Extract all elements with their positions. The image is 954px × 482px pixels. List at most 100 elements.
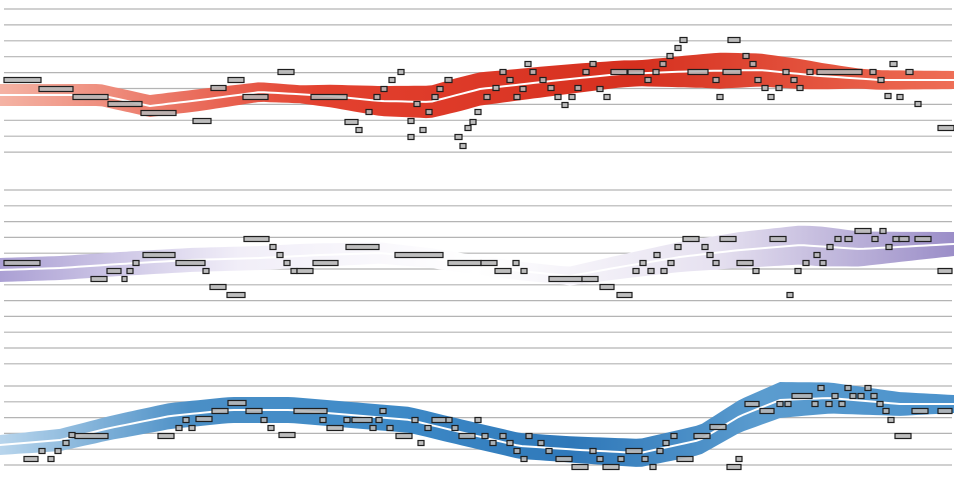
note-block: [375, 416, 383, 424]
note-block: [736, 259, 754, 267]
note-block: [72, 93, 109, 101]
note-block: [506, 76, 514, 84]
note-block: [712, 259, 720, 267]
note-block: [121, 275, 128, 283]
note-block: [74, 432, 109, 440]
note-block: [464, 124, 472, 132]
note-block: [202, 267, 210, 275]
note-block: [659, 60, 667, 68]
pitch-contour-band: [0, 225, 954, 286]
note-block: [676, 455, 694, 463]
note-block: [719, 235, 737, 243]
note-block: [132, 259, 140, 267]
note-block: [512, 259, 520, 267]
note-block: [3, 76, 42, 84]
note-block: [744, 400, 760, 408]
note-block: [245, 407, 263, 415]
note-block: [243, 235, 270, 243]
note-block: [47, 455, 55, 463]
note-block: [602, 463, 620, 471]
note-block: [513, 447, 521, 455]
note-block: [854, 227, 872, 235]
note-block: [407, 133, 415, 141]
red-pitch-panel: [0, 36, 954, 150]
note-block: [365, 108, 373, 116]
note-block: [834, 235, 842, 243]
note-block: [499, 68, 507, 76]
note-block: [749, 60, 757, 68]
note-block: [775, 84, 783, 92]
note-block: [693, 432, 711, 440]
note-block: [459, 142, 467, 150]
note-block: [54, 447, 62, 455]
note-block: [802, 259, 810, 267]
note-block: [345, 243, 380, 251]
note-block: [617, 455, 625, 463]
note-block: [62, 439, 70, 447]
note-block: [140, 109, 177, 117]
note-block: [674, 243, 682, 251]
note-block: [547, 84, 555, 92]
note-block: [310, 93, 348, 101]
note-block: [712, 76, 720, 84]
note-block: [662, 439, 670, 447]
note-block: [319, 416, 327, 424]
note-block: [666, 52, 674, 60]
note-block: [242, 93, 269, 101]
note-block: [706, 251, 714, 259]
note-block: [660, 267, 668, 275]
note-block: [344, 118, 359, 126]
note-block: [445, 416, 453, 424]
note-block: [447, 259, 482, 267]
note-block: [107, 100, 143, 108]
note-block: [813, 251, 821, 259]
blue-pitch-panel: [0, 382, 954, 471]
note-block: [752, 267, 760, 275]
note-block: [596, 455, 604, 463]
note-block: [898, 235, 910, 243]
note-block: [786, 291, 794, 299]
note-block: [209, 283, 227, 291]
note-block: [857, 392, 865, 400]
note-block: [492, 84, 500, 92]
note-block: [182, 416, 190, 424]
note-block: [716, 93, 724, 101]
note-block: [548, 275, 583, 283]
note-block: [679, 36, 688, 44]
note-block: [767, 93, 775, 101]
note-block: [555, 455, 573, 463]
note-block: [407, 117, 415, 125]
note-block: [417, 439, 425, 447]
note-block: [782, 68, 790, 76]
note-block: [561, 101, 569, 109]
note-block: [520, 267, 528, 275]
note-block: [397, 68, 405, 76]
note-block: [649, 463, 657, 471]
note-block: [811, 400, 819, 408]
note-block: [864, 384, 872, 392]
note-block: [469, 118, 477, 126]
note-block: [537, 439, 545, 447]
note-block: [23, 455, 39, 463]
note-block: [656, 447, 664, 455]
note-block: [211, 407, 229, 415]
note-block: [885, 243, 893, 251]
note-block: [838, 400, 846, 408]
note-block: [278, 431, 296, 439]
note-block: [283, 259, 291, 267]
note-block: [38, 85, 74, 93]
note-block: [831, 392, 839, 400]
note-block: [296, 267, 314, 275]
note-block: [413, 100, 421, 108]
note-block: [424, 424, 432, 432]
note-block: [388, 76, 396, 84]
note-block: [599, 283, 615, 291]
note-block: [794, 267, 802, 275]
note-block: [914, 235, 932, 243]
note-block: [188, 424, 196, 432]
note-block: [937, 124, 954, 132]
note-block: [701, 243, 709, 251]
note-block: [38, 447, 46, 455]
note-block: [825, 400, 833, 408]
note-block: [937, 267, 953, 275]
